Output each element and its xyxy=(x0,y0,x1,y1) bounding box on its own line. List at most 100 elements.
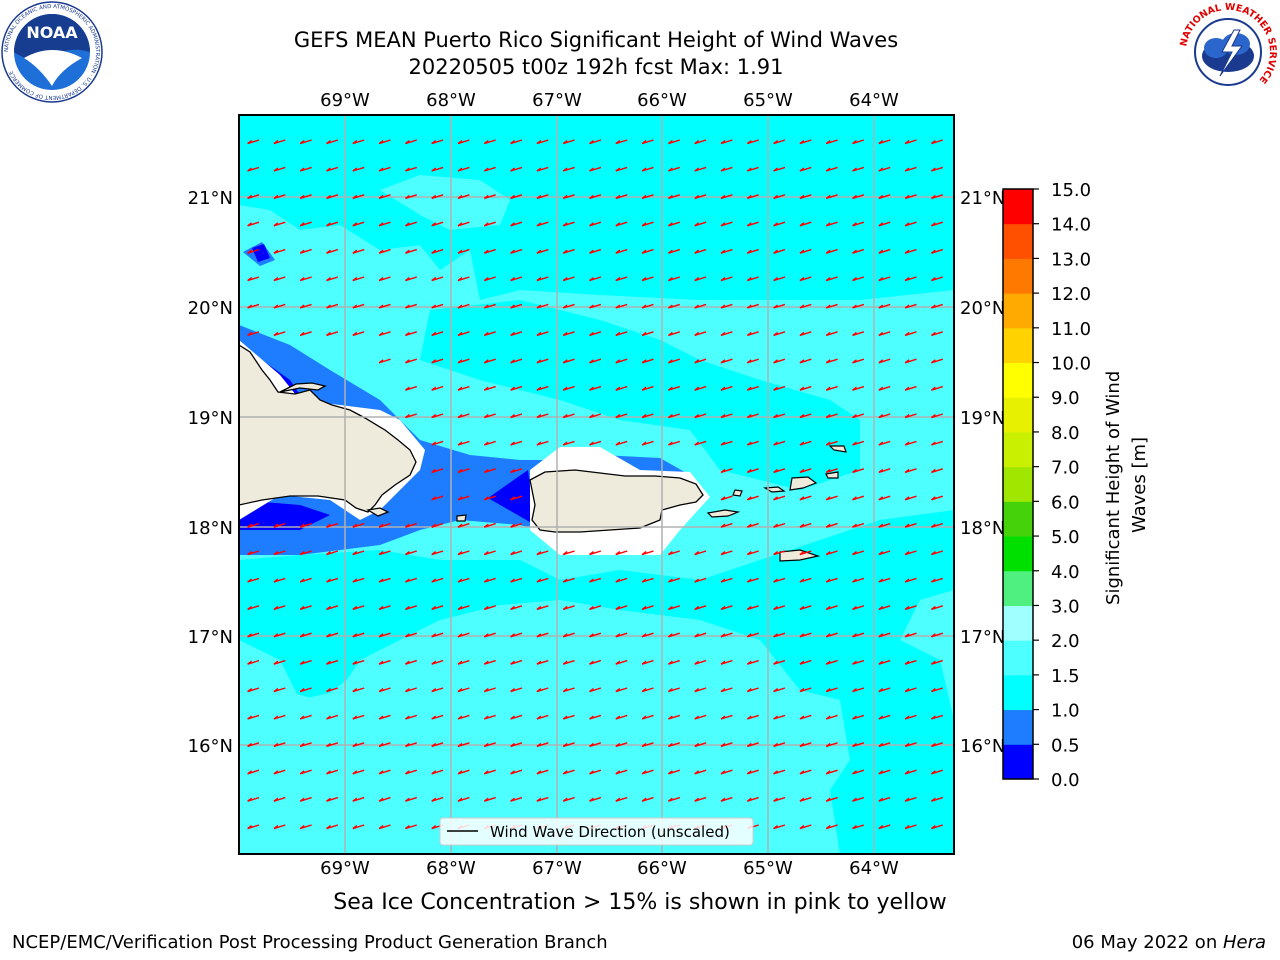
wave-direction-arrow xyxy=(746,221,759,227)
wave-direction-arrow xyxy=(483,796,496,802)
wave-direction-arrow xyxy=(694,194,707,200)
wave-direction-arrow xyxy=(825,385,838,391)
wave-direction-arrow xyxy=(615,714,628,720)
wave-direction-arrow xyxy=(273,331,286,337)
wave-direction-arrow xyxy=(483,659,496,665)
wave-direction-arrow xyxy=(904,468,917,474)
wave-direction-arrow xyxy=(720,796,733,802)
wave-direction-arrow xyxy=(562,659,575,665)
wave-direction-arrow xyxy=(536,221,549,227)
colorbar-segment xyxy=(1003,605,1033,641)
wave-direction-arrow xyxy=(852,632,865,638)
wave-direction-arrow xyxy=(694,166,707,172)
wave-direction-arrow xyxy=(930,385,944,391)
wave-direction-arrow xyxy=(615,276,628,282)
colorbar-tick-label: 5.0 xyxy=(1051,527,1080,548)
wave-direction-arrow xyxy=(536,769,549,775)
wave-direction-arrow xyxy=(667,194,681,200)
wave-direction-arrow xyxy=(483,303,496,309)
wave-direction-arrow xyxy=(326,687,339,693)
wave-direction-arrow xyxy=(878,276,891,282)
wave-direction-arrow xyxy=(930,605,944,611)
wave-direction-arrow xyxy=(878,385,891,391)
wave-direction-arrow xyxy=(720,303,733,309)
wave-direction-arrow xyxy=(746,659,759,665)
wave-direction-arrow xyxy=(326,796,339,802)
wave-direction-arrow xyxy=(904,495,917,501)
wave-direction-arrow xyxy=(352,796,365,802)
wave-direction-arrow xyxy=(299,769,312,775)
wave-direction-arrow xyxy=(562,331,575,337)
wave-direction-arrow xyxy=(904,303,917,309)
wave-direction-arrow xyxy=(589,248,602,254)
wave-direction-arrow xyxy=(773,550,786,556)
wave-direction-arrow xyxy=(431,714,444,720)
wave-direction-arrow xyxy=(457,166,470,172)
wave-direction-arrow xyxy=(852,139,865,145)
island-saona xyxy=(366,507,390,517)
map-legend: Wind Wave Direction (unscaled) xyxy=(439,817,754,846)
wave-direction-arrow xyxy=(378,632,391,638)
wave-direction-arrow xyxy=(273,605,286,611)
wave-direction-arrow xyxy=(852,440,865,446)
wave-direction-arrow xyxy=(562,139,575,145)
wave-direction-arrow xyxy=(904,413,917,419)
wave-direction-arrow xyxy=(904,687,917,693)
wave-direction-arrow xyxy=(930,659,944,665)
wave-direction-arrow xyxy=(483,385,496,391)
wave-direction-arrow xyxy=(825,550,838,556)
wave-direction-arrow xyxy=(825,248,838,254)
wave-direction-arrow xyxy=(404,605,418,611)
wave-direction-arrow xyxy=(852,714,865,720)
wave-direction-arrow xyxy=(273,796,286,802)
wave-direction-arrow xyxy=(746,358,759,364)
wave-direction-arrow xyxy=(483,769,496,775)
wave-direction-arrow xyxy=(799,276,812,282)
wave-direction-arrow xyxy=(852,796,865,802)
wave-direction-arrow xyxy=(852,687,865,693)
wave-direction-arrow xyxy=(562,413,575,419)
wave-direction-arrow xyxy=(562,194,575,200)
wave-direction-arrow xyxy=(457,413,470,419)
wave-direction-arrow xyxy=(799,166,812,172)
wave-direction-arrow xyxy=(483,276,496,282)
wave-direction-arrow xyxy=(615,605,628,611)
wave-direction-arrow xyxy=(247,605,260,611)
wave-direction-arrow xyxy=(799,742,812,748)
wave-direction-arrow xyxy=(299,577,312,583)
colorbar-segment xyxy=(1003,570,1033,606)
wave-direction-arrow xyxy=(878,632,891,638)
wave-direction-arrow xyxy=(536,139,549,145)
colorbar-segment xyxy=(1003,674,1033,711)
wave-direction-arrow xyxy=(773,413,786,419)
wave-direction-arrow xyxy=(457,221,470,227)
wave-direction-arrow xyxy=(641,440,654,446)
wave-direction-arrow xyxy=(404,385,418,391)
wave-direction-arrow xyxy=(825,495,838,501)
wave-direction-arrow xyxy=(641,194,654,200)
wave-direction-arrow xyxy=(431,385,444,391)
wave-direction-arrow xyxy=(483,714,496,720)
map-subtitle: 20220505 t00z 192h fcst Max: 1.91 xyxy=(408,55,784,79)
wave-direction-arrow xyxy=(746,194,759,200)
wave-direction-arrow xyxy=(773,605,786,611)
wave-direction-arrow xyxy=(326,632,339,638)
wave-direction-arrow xyxy=(799,194,812,200)
wave-direction-arrow xyxy=(299,166,312,172)
wave-direction-arrow xyxy=(404,166,418,172)
wave-direction-arrow xyxy=(825,522,838,528)
wave-direction-arrow xyxy=(247,248,260,254)
wave-direction-arrow xyxy=(615,385,628,391)
wave-direction-arrow xyxy=(878,139,891,145)
wave-direction-arrow xyxy=(694,796,707,802)
wave-direction-arrow xyxy=(247,577,260,583)
wave-direction-arrow xyxy=(562,358,575,364)
wave-direction-arrow xyxy=(457,659,470,665)
wave-direction-arrow xyxy=(720,358,733,364)
wave-direction-arrow xyxy=(352,522,365,528)
wave-direction-arrow xyxy=(536,632,549,638)
wave-direction-arrow xyxy=(273,659,286,665)
wave-direction-arrow xyxy=(247,276,260,282)
wave-direction-arrow xyxy=(746,577,759,583)
wave-direction-arrow xyxy=(746,468,759,474)
